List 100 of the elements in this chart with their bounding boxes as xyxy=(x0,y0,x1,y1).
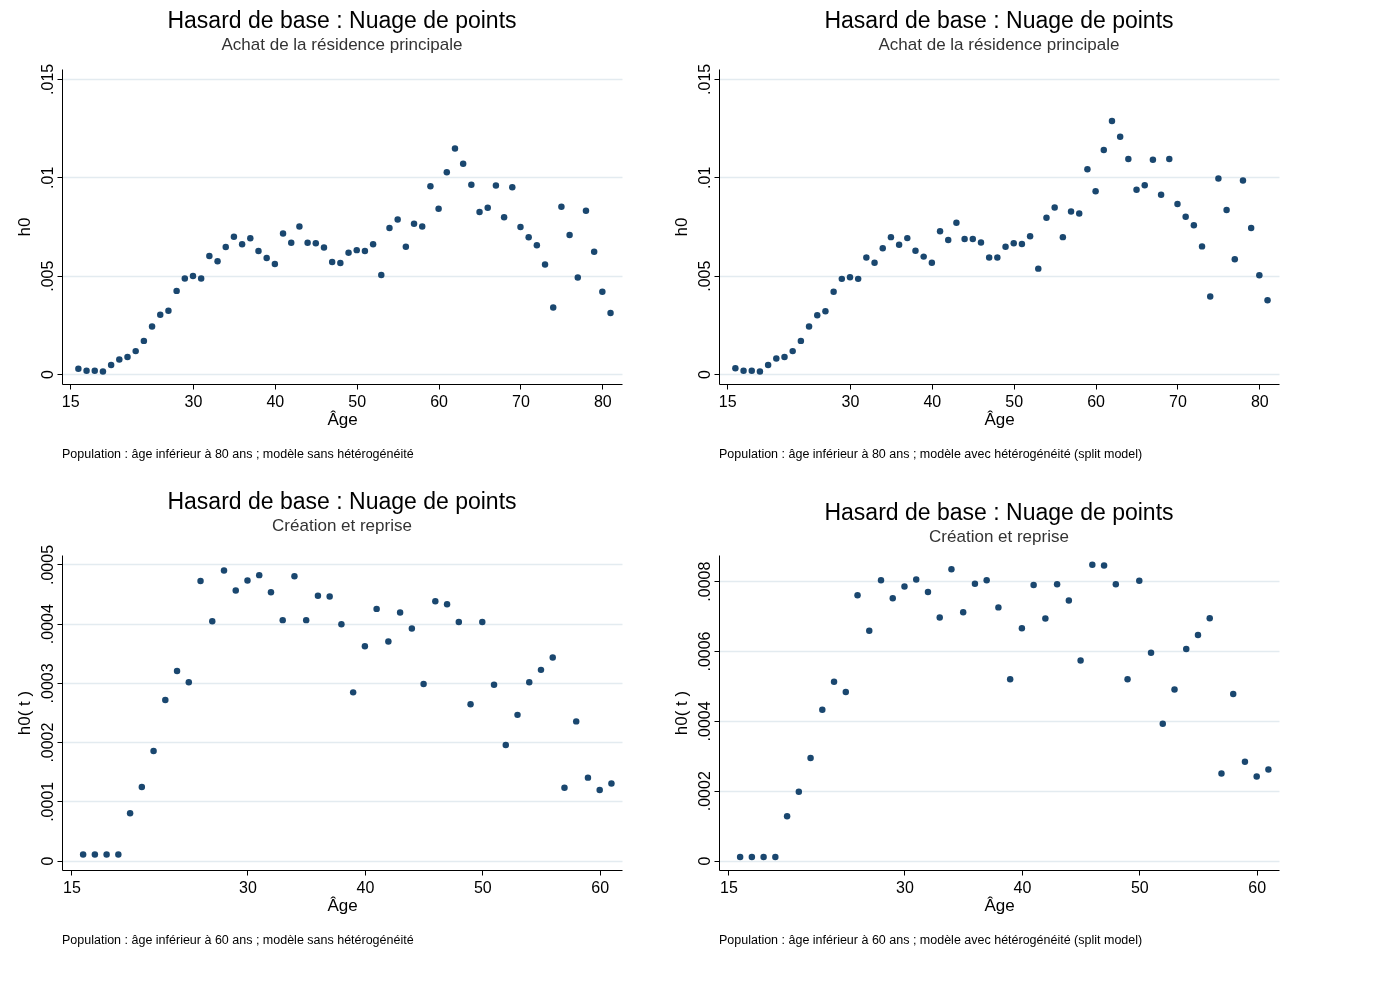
chart-subtitle: Création et reprise xyxy=(272,516,412,536)
y-axis-title: h0( t ) xyxy=(14,690,34,736)
point xyxy=(1100,562,1108,569)
point xyxy=(162,696,169,704)
point xyxy=(819,706,826,713)
point xyxy=(361,642,369,650)
point xyxy=(1030,581,1037,589)
point xyxy=(479,618,486,626)
point xyxy=(772,853,779,861)
point xyxy=(302,616,310,624)
x-tick-label: 40 xyxy=(923,392,942,410)
point xyxy=(1136,577,1143,585)
point xyxy=(1206,614,1213,622)
point xyxy=(326,593,333,600)
point xyxy=(830,678,838,685)
y-tick-label: .0001 xyxy=(38,781,56,822)
x-tick-label: 30 xyxy=(896,878,914,896)
y-axis-title: h0 xyxy=(14,217,34,237)
point xyxy=(760,853,767,861)
point xyxy=(455,618,463,626)
x-axis-title: Âge xyxy=(327,895,358,915)
point xyxy=(1194,631,1202,639)
point xyxy=(1042,615,1049,622)
x-tick-label: 60 xyxy=(1248,878,1267,896)
x-tick-label: 30 xyxy=(841,392,860,410)
point xyxy=(866,627,873,635)
point xyxy=(1112,581,1120,588)
chart-title: Hasard de base : Nuage de points xyxy=(824,7,1174,34)
point xyxy=(173,667,181,675)
point xyxy=(103,851,110,858)
point xyxy=(138,783,146,791)
point xyxy=(349,689,357,696)
text: Population : âge inférieur à 60 ans ; modèle avec hétérogénéité (split model) xyxy=(719,933,1143,947)
point xyxy=(432,597,439,605)
point xyxy=(209,618,216,625)
chart-subtitle: Achat de la résidence principale xyxy=(221,35,463,55)
x-axis-title: Âge xyxy=(984,409,1015,429)
point xyxy=(220,567,228,574)
x-tick-label: 30 xyxy=(184,392,203,410)
point xyxy=(948,566,955,573)
point xyxy=(1229,690,1237,698)
y-tick-label: .0008 xyxy=(695,561,713,602)
y-tick-label: 0 xyxy=(38,370,56,380)
point xyxy=(467,700,474,708)
point xyxy=(385,638,392,645)
y-axis-title: h0 xyxy=(671,217,691,237)
y-axis-title: h0( t ) xyxy=(671,690,691,736)
point xyxy=(420,680,427,688)
point xyxy=(1053,581,1061,588)
point xyxy=(783,812,791,820)
y-tick-label: .0005 xyxy=(38,544,56,585)
point xyxy=(1018,625,1026,632)
point xyxy=(197,577,204,585)
x-tick-label: 50 xyxy=(1005,392,1024,410)
x-axis-title: Âge xyxy=(327,409,358,429)
point xyxy=(537,666,545,674)
point xyxy=(526,679,533,686)
x-tick-label: 40 xyxy=(356,878,375,896)
point xyxy=(314,592,322,600)
x-tick-label: 15 xyxy=(62,878,81,896)
y-tick-label: .01 xyxy=(38,166,56,189)
chart-title: Hasard de base : Nuage de points xyxy=(824,499,1174,525)
y-tick-label: .0004 xyxy=(695,701,713,742)
point xyxy=(1253,773,1260,780)
point xyxy=(549,654,556,661)
point xyxy=(408,625,416,632)
x-tick-label: 70 xyxy=(1169,392,1187,410)
y-tick-label: .0006 xyxy=(695,631,713,672)
point xyxy=(936,614,943,621)
y-tick-label: 0 xyxy=(695,370,713,380)
point xyxy=(1171,686,1178,693)
chart-title: Hasard de base : Nuage de points xyxy=(167,488,517,515)
y-tick-label: .015 xyxy=(38,63,56,95)
x-tick-label: 80 xyxy=(593,392,612,410)
point xyxy=(596,786,603,794)
x-tick-label: 50 xyxy=(1130,878,1149,896)
text: Population : âge inférieur à 60 ans ; modèle sans hétérogénéité xyxy=(62,933,414,947)
point xyxy=(877,576,885,584)
point xyxy=(150,747,157,755)
y-tick-label: 0 xyxy=(695,856,713,866)
point xyxy=(1159,720,1167,727)
point xyxy=(126,809,134,817)
point xyxy=(338,621,345,628)
y-tick-label: .015 xyxy=(695,63,713,95)
point xyxy=(279,616,286,624)
point xyxy=(244,577,251,584)
point xyxy=(736,853,744,861)
point xyxy=(396,609,404,616)
x-tick-label: 60 xyxy=(591,878,610,896)
point xyxy=(795,788,803,796)
x-tick-label: 60 xyxy=(430,392,449,410)
text: Population : âge inférieur à 80 ans ; modèle sans hétérogénéité xyxy=(62,447,414,461)
x-tick-label: 40 xyxy=(266,392,285,410)
x-tick-label: 70 xyxy=(512,392,530,410)
point xyxy=(1077,657,1084,664)
point xyxy=(912,576,920,583)
point xyxy=(490,681,498,688)
y-tick-label: .005 xyxy=(38,260,56,292)
point xyxy=(373,605,380,613)
chart-title: Hasard de base : Nuage de points xyxy=(167,7,517,34)
